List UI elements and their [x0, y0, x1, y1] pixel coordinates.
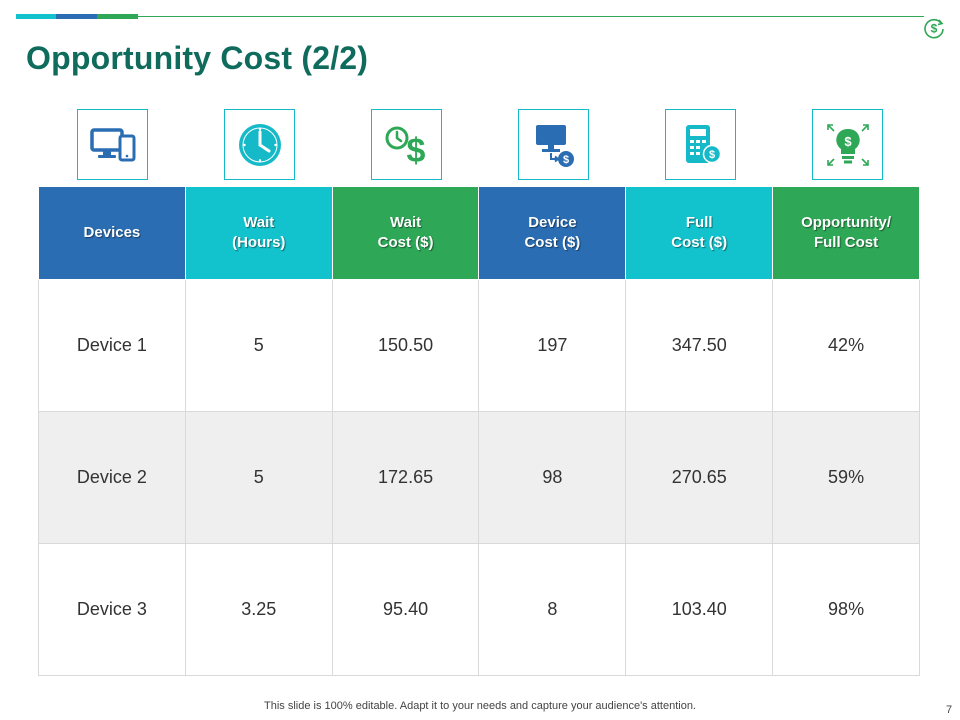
header-opportunity-full-cost: Opportunity/ Full Cost — [772, 186, 920, 280]
cell-device-cost: 8 — [478, 543, 627, 676]
accent-segment-blue — [56, 14, 97, 19]
cell-wait-hours: 3.25 — [184, 543, 333, 676]
svg-text:$: $ — [931, 22, 938, 36]
header-text: Device — [528, 214, 577, 231]
svg-text:$: $ — [406, 132, 425, 169]
clock-icon — [224, 109, 295, 180]
accent-segment-cyan — [16, 14, 56, 19]
cell-wait-cost: 95.40 — [331, 543, 480, 676]
header-text: Cost ($) — [377, 234, 434, 251]
cell-device: Device 1 — [38, 279, 186, 412]
clock-dollar-icon: $ — [371, 109, 442, 180]
cell-wait-cost: 150.50 — [331, 279, 480, 412]
page-title: Opportunity Cost (2/2) — [26, 40, 369, 76]
cell-device-cost: 98 — [478, 411, 627, 544]
header-device-cost: Device Cost ($) — [478, 186, 627, 280]
cell-wait-hours: 5 — [184, 411, 333, 544]
table-row: Device 2 5 172.65 98 270.65 59% — [38, 411, 920, 544]
table-header-row: Devices Wait (Hours) Wait Cost ($) Devic… — [38, 186, 920, 280]
header-text: Cost ($) — [524, 234, 581, 251]
svg-text:$: $ — [562, 154, 568, 166]
header-text: (Hours) — [232, 234, 286, 251]
table-row: Device 1 5 150.50 197 347.50 42% — [38, 279, 920, 412]
page-number: 7 — [946, 704, 953, 716]
cell-full-cost: 347.50 — [625, 279, 774, 412]
opportunity-cost-table: Devices Wait (Hours) Wait Cost ($) Devic… — [38, 186, 920, 676]
header-text: Wait — [243, 214, 275, 231]
svg-text:$: $ — [844, 134, 852, 149]
header-full-cost: Full Cost ($) — [625, 186, 774, 280]
calculator-dollar-icon: $ — [665, 109, 736, 180]
cell-wait-hours: 5 — [184, 279, 333, 412]
accent-segment-green — [97, 14, 138, 19]
cell-device: Device 2 — [38, 411, 186, 544]
computer-dollar-icon: $ — [518, 109, 589, 180]
devices-icon — [77, 109, 148, 180]
cell-device: Device 3 — [38, 543, 186, 676]
cell-wait-cost: 172.65 — [331, 411, 480, 544]
cell-opportunity-ratio: 42% — [772, 279, 920, 412]
cell-opportunity-ratio: 59% — [772, 411, 920, 544]
top-accent-bar — [16, 14, 138, 19]
header-wait-hours: Wait (Hours) — [184, 186, 333, 280]
header-text: Full — [685, 214, 713, 231]
dollar-cycle-icon: $ — [922, 16, 946, 40]
cell-device-cost: 197 — [478, 279, 627, 412]
lightbulb-dollar-icon: $ — [812, 109, 883, 180]
footer-note: This slide is 100% editable. Adapt it to… — [264, 700, 696, 712]
header-text: Wait — [390, 214, 422, 231]
header-text: Devices — [83, 224, 141, 241]
header-wait-cost: Wait Cost ($) — [331, 186, 480, 280]
header-text: Opportunity/ — [801, 214, 892, 231]
cell-full-cost: 270.65 — [625, 411, 774, 544]
cell-opportunity-ratio: 98% — [772, 543, 920, 676]
header-devices: Devices — [38, 186, 186, 280]
header-divider-line — [138, 16, 924, 17]
table-row: Device 3 3.25 95.40 8 103.40 98% — [38, 543, 920, 676]
svg-text:$: $ — [708, 149, 714, 161]
cell-full-cost: 103.40 — [625, 543, 774, 676]
header-text: Full Cost — [813, 234, 879, 251]
header-text: Cost ($) — [671, 234, 728, 251]
